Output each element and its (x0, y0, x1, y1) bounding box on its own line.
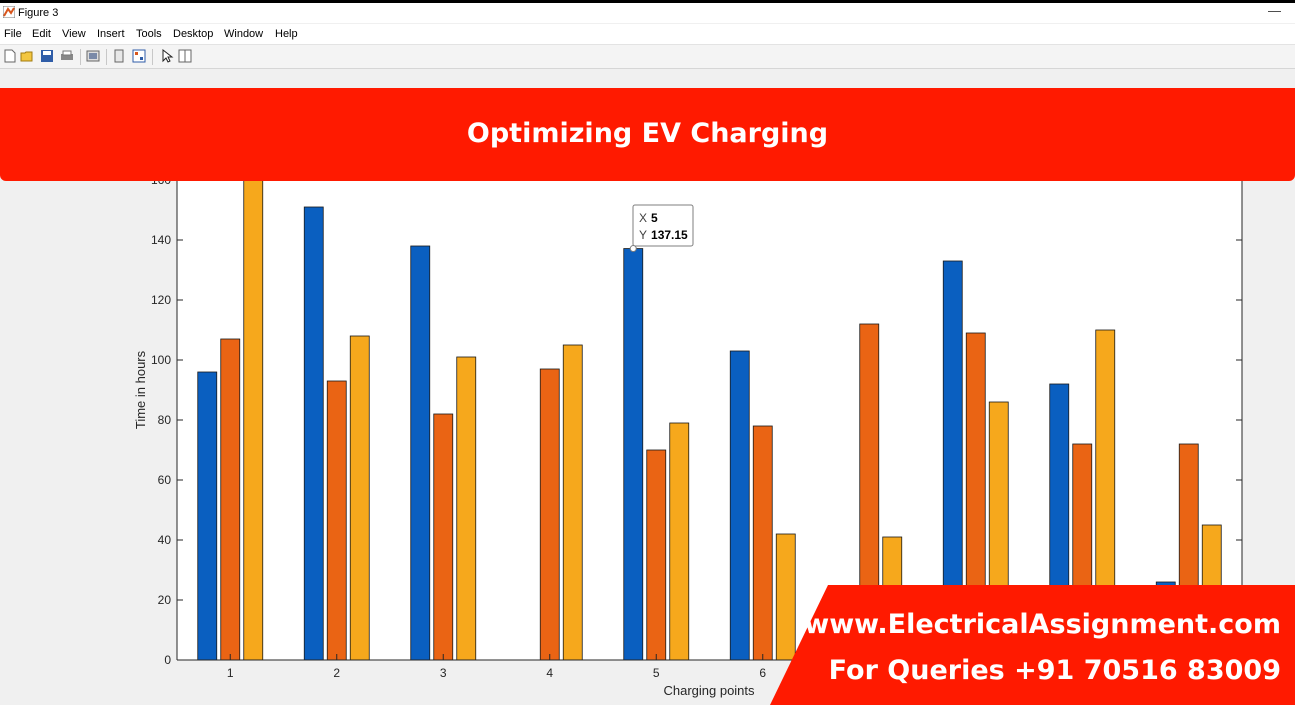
promo-queries: For Queries +91 70516 83009 (828, 655, 1281, 686)
bar-series2-point3[interactable] (433, 413, 454, 661)
datatip-y-label: Y (639, 228, 647, 242)
y-tick-label: 80 (158, 413, 172, 427)
datatip-marker (629, 245, 637, 253)
bar-series2-point2[interactable] (326, 380, 347, 661)
toolbar-separator (152, 49, 153, 65)
x-axis-label: Charging points (663, 683, 755, 698)
datatip-y-value: 137.15 (651, 228, 688, 242)
menu-bar: File Edit View Insert Tools Desktop Wind… (0, 24, 1295, 45)
bar-series1-point2[interactable] (303, 206, 324, 661)
menu-tools[interactable]: Tools (136, 28, 162, 40)
menu-view[interactable]: View (62, 28, 86, 40)
x-tick-label: 1 (227, 666, 234, 680)
bar-series3-point5[interactable] (669, 422, 690, 661)
menu-help[interactable]: Help (275, 28, 298, 40)
print-icon[interactable] (60, 49, 74, 63)
y-tick-label: 140 (151, 233, 171, 247)
matlab-icon (3, 6, 15, 18)
bar-series1-point3[interactable] (410, 245, 431, 661)
open-file-icon[interactable] (20, 49, 34, 63)
menu-edit[interactable]: Edit (32, 28, 51, 40)
bar-series3-point1[interactable] (243, 179, 264, 661)
bar-series2-point5[interactable] (646, 449, 667, 661)
menu-insert[interactable]: Insert (97, 28, 125, 40)
menu-file[interactable]: File (4, 28, 22, 40)
window-title: Figure 3 (18, 7, 59, 19)
title-bar: Figure 3 — (0, 3, 1295, 23)
show-plot-tools-icon[interactable] (132, 49, 146, 63)
new-figure-icon[interactable] (3, 49, 17, 63)
minimize-button[interactable]: — (1268, 3, 1281, 18)
toolbar-separator (106, 49, 107, 65)
edit-plot-icon[interactable] (160, 49, 174, 63)
x-tick-label: 2 (333, 666, 340, 680)
bar-series3-point3[interactable] (456, 356, 477, 661)
title-banner: Optimizing EV Charging (0, 88, 1295, 181)
bar-series2-point6[interactable] (752, 425, 773, 661)
datatip-x-label: X (639, 211, 647, 225)
property-inspector-icon[interactable] (178, 49, 192, 63)
toolbar (0, 45, 1295, 69)
bar-series1-point5[interactable] (623, 248, 644, 661)
bar-series2-point4[interactable] (539, 368, 560, 661)
svg-text:X5: X5 (639, 211, 658, 225)
y-axis-label: Time in hours (133, 350, 148, 429)
y-tick-label: 40 (158, 533, 172, 547)
bar-series2-point1[interactable] (220, 338, 241, 661)
bar-series3-point2[interactable] (349, 335, 370, 661)
x-tick-label: 4 (546, 666, 553, 680)
y-tick-label: 120 (151, 293, 171, 307)
bar-series3-point7[interactable] (882, 536, 903, 661)
bar-series3-point6[interactable] (775, 533, 796, 661)
menu-window[interactable]: Window (224, 28, 264, 40)
datatip-x-value: 5 (651, 211, 658, 225)
bar-series1-point6[interactable] (729, 350, 750, 661)
x-tick-label: 5 (653, 666, 660, 680)
y-tick-label: 60 (158, 473, 172, 487)
menu-desktop[interactable]: Desktop (173, 28, 214, 40)
promo-website: www.ElectricalAssignment.com (804, 609, 1281, 640)
x-tick-label: 3 (440, 666, 447, 680)
y-tick-label: 100 (151, 353, 171, 367)
toolbar-separator (80, 49, 81, 65)
y-tick-label: 20 (158, 593, 172, 607)
bar-series1-point1[interactable] (197, 371, 218, 661)
banner-title: Optimizing EV Charging (466, 118, 829, 149)
bar-series1-point8[interactable] (942, 260, 963, 661)
save-icon[interactable] (40, 49, 54, 63)
window-top-edge (0, 0, 1295, 3)
x-tick-label: 6 (759, 666, 766, 680)
link-plot-icon[interactable] (86, 49, 100, 63)
hide-plot-tools-icon[interactable] (112, 49, 126, 63)
bar-series3-point4[interactable] (562, 344, 583, 661)
y-tick-label: 0 (164, 653, 171, 667)
